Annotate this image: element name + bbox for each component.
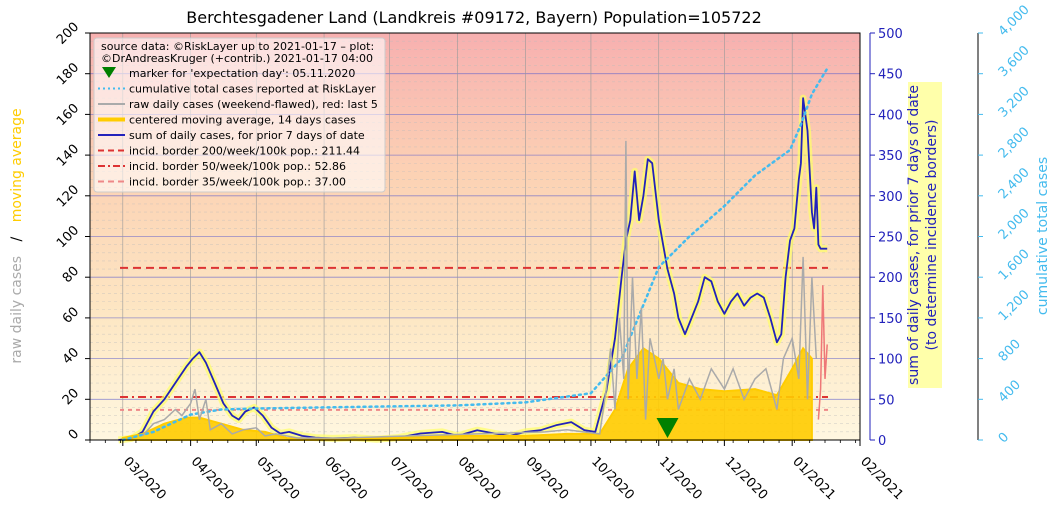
right-axis-1-tick-label: 400 bbox=[878, 108, 903, 123]
right-axis-2-tick-label: 3,200 bbox=[996, 84, 1033, 121]
svg-text:cumulative total cases: cumulative total cases bbox=[1035, 157, 1051, 315]
right-axis-1-tick-label: 50 bbox=[878, 393, 895, 408]
legend-entry-label: centered moving average, 14 days cases bbox=[129, 114, 356, 127]
left-tick-label: 120 bbox=[54, 182, 82, 210]
left-tick-label: 20 bbox=[60, 386, 82, 408]
x-tick-label: 07/2020 bbox=[387, 454, 436, 503]
right-axis-2-tick-label: 0 bbox=[996, 430, 1012, 446]
series-raw-4 bbox=[817, 285, 828, 420]
right-axis-1-tick-label: 150 bbox=[878, 312, 903, 327]
legend-entry-label: raw daily cases (weekend-flawed), red: l… bbox=[129, 98, 378, 111]
left-tick-label: 100 bbox=[54, 223, 82, 251]
source-line-2: ©DrAndreasKruger (+contrib.) 2021-01-17 … bbox=[101, 52, 373, 65]
x-tick-label: 03/2020 bbox=[120, 454, 169, 503]
right-axis-2-tick-label: 1,200 bbox=[996, 287, 1033, 324]
right-axis-2-tick-label: 800 bbox=[996, 337, 1024, 365]
right-axis-1-label-line1: sum of daily cases, for prior 7 days of … bbox=[906, 85, 922, 385]
left-tick-label: 200 bbox=[54, 20, 82, 48]
right-axis-1-tick-label: 100 bbox=[878, 353, 903, 368]
right-axis-2-label: cumulative total cases bbox=[1035, 157, 1051, 315]
left-axis-label-slash: / bbox=[9, 236, 25, 241]
left-tick-label: 80 bbox=[60, 264, 82, 286]
x-tick-label: 08/2020 bbox=[455, 454, 504, 503]
left-tick-label: 160 bbox=[54, 101, 82, 129]
x-tick-label: 09/2020 bbox=[522, 454, 571, 503]
source-line-1: source data: ©RiskLayer up to 2021-01-17… bbox=[101, 40, 374, 53]
left-tick-label: 60 bbox=[60, 304, 82, 326]
right-axis-2-tick-label: 400 bbox=[996, 378, 1024, 406]
legend-swatch-marker bbox=[102, 67, 116, 78]
x-tick-label: 01/2021 bbox=[789, 454, 838, 503]
series-cumulative bbox=[121, 67, 829, 442]
legend-entry-label: incid. border 50/week/100k pop.: 52.86 bbox=[129, 160, 346, 173]
left-tick-label: 0 bbox=[66, 427, 82, 443]
x-tick-label: 11/2020 bbox=[656, 454, 705, 503]
x-tick-label: 06/2020 bbox=[321, 454, 370, 503]
right-axis-1-tick-label: 0 bbox=[878, 434, 886, 449]
left-tick-label: 40 bbox=[60, 345, 82, 367]
legend-entry-label: marker for 'expectation day': 05.11.2020 bbox=[129, 67, 355, 80]
right-axis-1-tick-label: 500 bbox=[878, 27, 903, 42]
left-tick-label: 180 bbox=[54, 60, 82, 88]
right-axis-1-tick-label: 450 bbox=[878, 68, 903, 83]
chart-title: Berchtesgadener Land (Landkreis #09172, … bbox=[186, 8, 762, 27]
right-axis-2-tick-label: 2,000 bbox=[996, 206, 1033, 243]
legend-entry-label: incid. border 35/week/100k pop.: 37.00 bbox=[129, 176, 346, 189]
x-tick-label: 12/2020 bbox=[722, 454, 771, 503]
x-tick-label: 02/2021 bbox=[857, 454, 906, 503]
svg-text:raw daily cases /: raw daily cases / moving average bbox=[9, 108, 25, 363]
left-axis-label-ma: moving average bbox=[9, 108, 25, 222]
legend-entry-label: cumulative total cases reported at RiskL… bbox=[129, 83, 376, 96]
series-raw-3 bbox=[141, 140, 818, 439]
x-tick-label: 10/2020 bbox=[588, 454, 637, 503]
series-7day-sum bbox=[118, 97, 828, 441]
expectation-day-marker bbox=[656, 418, 679, 438]
x-tick-label: 05/2020 bbox=[253, 454, 302, 503]
right-axis-1-tick-label: 200 bbox=[878, 271, 903, 286]
right-axis-1-label: sum of daily cases, for prior 7 days of … bbox=[906, 82, 942, 388]
legend-entry-label: sum of daily cases, for prior 7 days of … bbox=[129, 129, 365, 142]
series-layer bbox=[117, 67, 829, 444]
right-axis-1-label-line2: (to determine incidence borders) bbox=[924, 120, 940, 351]
right-axis-2-tick-label: 3,600 bbox=[996, 43, 1033, 80]
x-tick-label: 04/2020 bbox=[188, 454, 237, 503]
legend-entry-label: incid. border 200/week/100k pop.: 211.44 bbox=[129, 145, 360, 158]
legend: source data: ©RiskLayer up to 2021-01-17… bbox=[93, 37, 386, 193]
series-moving-average bbox=[121, 346, 813, 441]
left-tick-label: 140 bbox=[54, 142, 82, 170]
right-axis-2-tick-label: 2,400 bbox=[996, 165, 1033, 202]
left-axis-label: raw daily cases / moving average bbox=[9, 108, 25, 363]
right-axis-1-tick-label: 300 bbox=[878, 190, 903, 205]
right-axis-1-tick-label: 350 bbox=[878, 149, 903, 164]
right-axis-2-tick-label: 1,600 bbox=[996, 247, 1033, 284]
right-axis-1-tick-label: 250 bbox=[878, 231, 903, 246]
left-axis-label-raw: raw daily cases bbox=[9, 256, 25, 364]
right-axis-2-tick-label: 2,800 bbox=[996, 125, 1033, 162]
right-axis-2-tick-label: 4,000 bbox=[996, 2, 1033, 39]
